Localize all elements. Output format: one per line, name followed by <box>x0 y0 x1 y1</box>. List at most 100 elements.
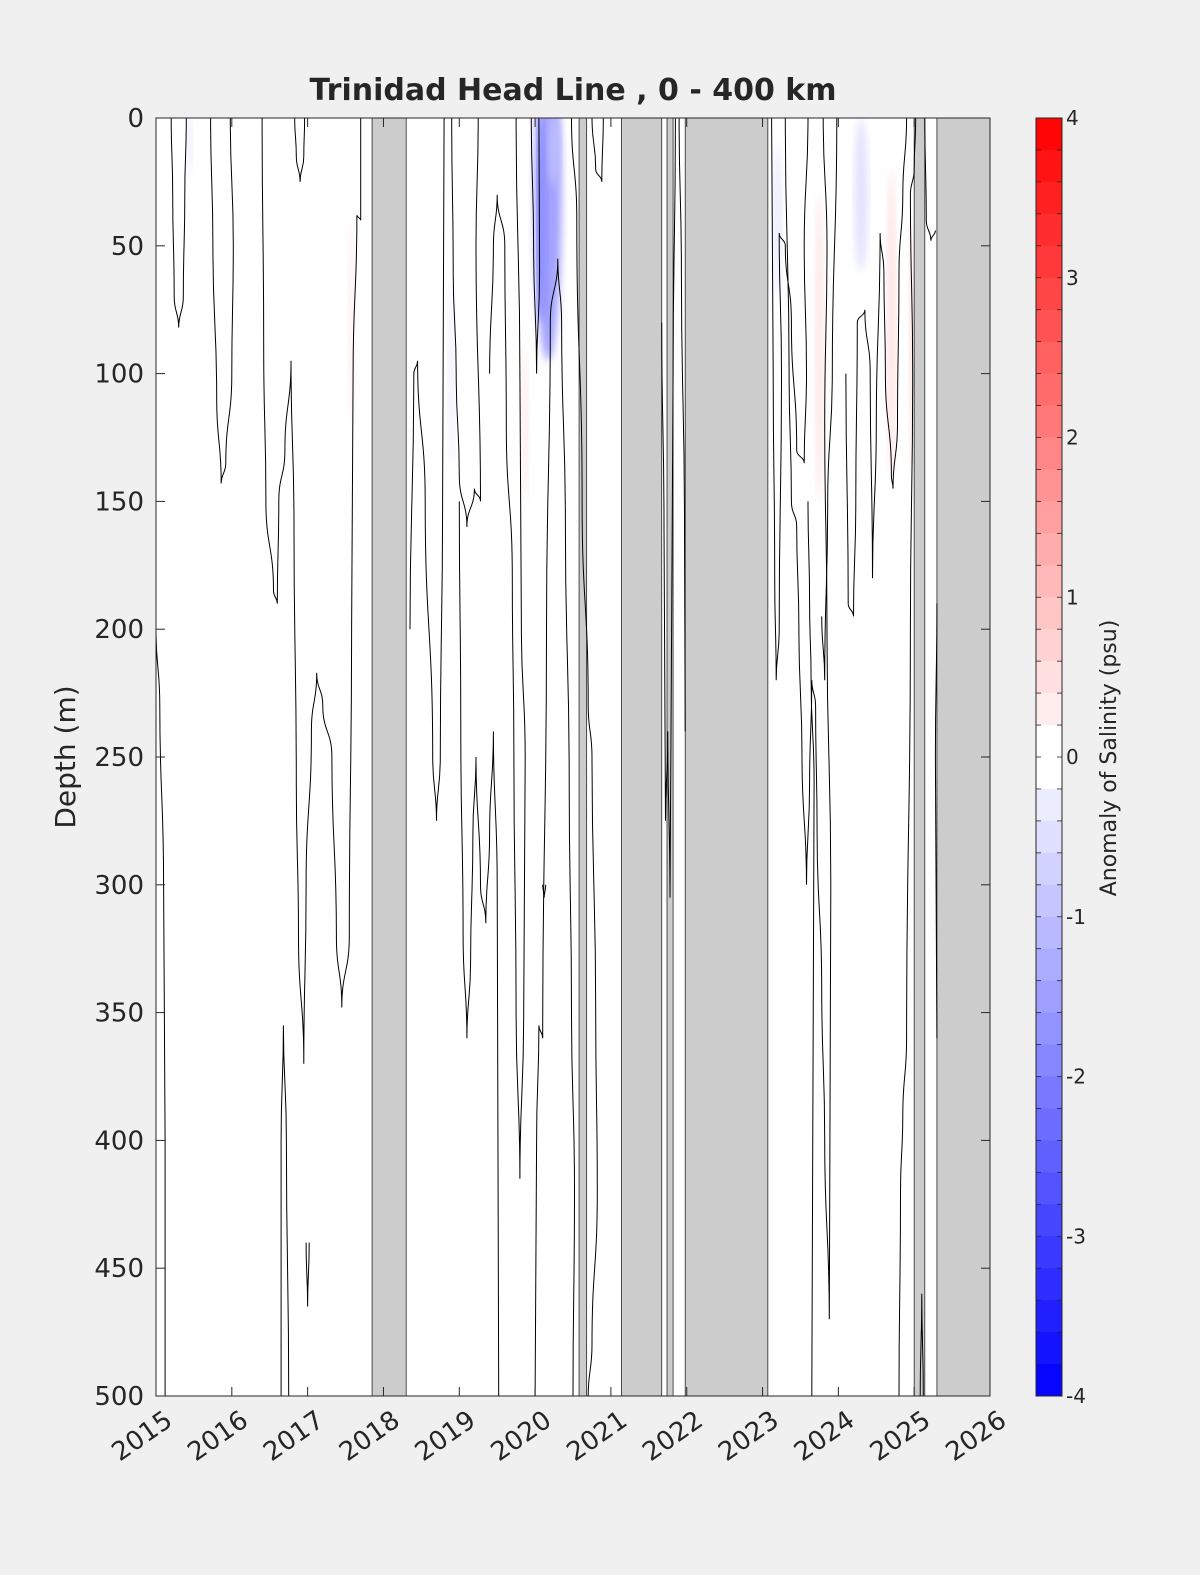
y-tick-label: 50 <box>111 232 144 262</box>
y-tick-label: 0 <box>127 104 144 134</box>
x-tick-label: 2023 <box>713 1405 784 1468</box>
colorbar-segment <box>1036 597 1062 630</box>
no-data-band <box>621 118 663 1396</box>
no-data-band <box>684 118 769 1396</box>
zero-contour-line <box>934 603 938 1039</box>
y-axis-label: Depth (m) <box>49 685 82 828</box>
zero-contour-line <box>156 629 166 1396</box>
x-tick-label: 2022 <box>637 1405 708 1468</box>
zero-contour-line <box>170 118 187 328</box>
no-data-band <box>578 118 588 1396</box>
no-data-band <box>371 118 407 1396</box>
zero-contour-line <box>591 118 604 182</box>
zero-contour-line <box>845 118 908 617</box>
y-tick-label: 250 <box>94 743 144 773</box>
x-tick-label: 2019 <box>410 1405 481 1468</box>
anomaly-patch <box>522 348 529 502</box>
zero-contour-line <box>571 118 598 1396</box>
x-tick-label: 2024 <box>789 1405 860 1468</box>
y-tick-label: 100 <box>94 360 144 390</box>
colorbar-tick-label: -2 <box>1066 1065 1086 1089</box>
x-tick-label: 2017 <box>258 1405 329 1468</box>
colorbar-segment <box>1036 980 1062 1014</box>
colorbar-segment <box>1036 629 1062 662</box>
colorbar-frame <box>1035 117 1063 1397</box>
zero-contour-line <box>821 118 838 681</box>
colorbar-tick-label: 1 <box>1066 585 1079 609</box>
colorbar-segment <box>1036 1076 1062 1109</box>
anomaly-patch <box>448 284 455 464</box>
zero-contour-line <box>409 118 445 821</box>
colorbar-segment <box>1036 820 1062 854</box>
colorbar-segment <box>1036 149 1062 183</box>
colorbar-segment <box>1036 469 1062 502</box>
colorbar-segment <box>1036 916 1062 950</box>
anomaly-patch <box>773 143 782 297</box>
y-tick-label: 500 <box>94 1382 144 1412</box>
colorbar-segment <box>1036 693 1062 726</box>
colorbar-segment <box>1036 948 1062 982</box>
colorbar-tick-label: -4 <box>1066 1384 1086 1408</box>
zero-contour-line <box>280 1025 290 1396</box>
colorbar-tick-label: -1 <box>1066 905 1086 929</box>
colorbar-segment <box>1036 373 1062 407</box>
x-tick-label: 2018 <box>334 1405 405 1468</box>
y-tick-label: 200 <box>94 615 144 645</box>
no-data-periods <box>371 118 990 1396</box>
colorbar-segment <box>1036 725 1062 758</box>
colorbar-segment <box>1036 1300 1062 1333</box>
zero-contour-line <box>771 118 809 681</box>
anomaly-patch <box>815 194 824 502</box>
colorbar-segment <box>1036 1268 1062 1301</box>
colorbar-segment <box>1036 405 1062 438</box>
x-tick-label: 2021 <box>562 1405 633 1468</box>
colorbar-segment <box>1036 118 1062 151</box>
colorbar-segment <box>1036 788 1062 822</box>
colorbar-tick-label: 2 <box>1066 426 1079 450</box>
colorbar: -4 -3 -2 -1 0 1 2 3 4 <box>1035 106 1086 1408</box>
zero-contour-line <box>678 118 686 732</box>
colorbar-segment <box>1036 533 1062 566</box>
no-data-band <box>913 118 926 1396</box>
zero-contour-line <box>784 118 832 1320</box>
colorbar-segment <box>1036 852 1062 886</box>
zero-contour-line <box>534 258 576 1396</box>
zero-contour-line <box>458 501 500 1396</box>
y-tick-label: 450 <box>94 1254 144 1284</box>
colorbar-segment <box>1036 437 1062 470</box>
colorbar-segment <box>1036 245 1062 279</box>
y-tick-label: 400 <box>94 1126 144 1156</box>
colorbar-tick-label: 0 <box>1066 745 1079 769</box>
zero-contour-line <box>924 118 936 241</box>
colorbar-segment <box>1036 661 1062 694</box>
x-tick-label: 2025 <box>865 1405 936 1468</box>
colorbar-tick-label: 4 <box>1066 106 1079 130</box>
x-tick-label: 2016 <box>182 1405 253 1468</box>
zero-contour-line <box>305 1242 310 1307</box>
anomaly-patch <box>547 118 561 188</box>
colorbar-segment <box>1036 1172 1062 1205</box>
y-tick-label: 350 <box>94 999 144 1029</box>
colorbar-segment <box>1036 341 1062 375</box>
zero-contour-line <box>451 118 481 528</box>
zero-contour-line <box>661 118 676 898</box>
zero-contours <box>156 118 938 1396</box>
colorbar-segment <box>1036 1044 1062 1077</box>
zero-contour-line <box>807 501 815 1396</box>
zero-contour-line <box>210 118 234 484</box>
colorbar-tick-label: -3 <box>1066 1224 1086 1248</box>
colorbar-segment <box>1036 277 1062 311</box>
colorbar-segment <box>1036 1204 1062 1237</box>
x-tick-label: 2015 <box>107 1405 178 1468</box>
colorbar-tick-label: 3 <box>1066 266 1079 290</box>
plot-background <box>156 118 990 1396</box>
anomaly-patch <box>887 169 896 476</box>
colorbar-segment <box>1036 1332 1062 1365</box>
colorbar-segment <box>1036 565 1062 598</box>
colorbar-segment <box>1036 181 1062 215</box>
anomaly-patch <box>909 220 915 476</box>
colorbar-segment <box>1036 1012 1062 1046</box>
zero-contour-line <box>261 118 362 1064</box>
zero-contour-line <box>489 118 526 1179</box>
